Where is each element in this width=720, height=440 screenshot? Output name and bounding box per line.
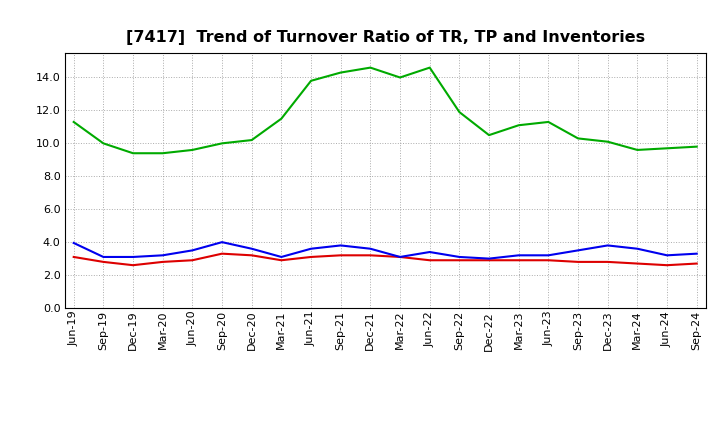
Trade Receivables	[69, 254, 78, 260]
Trade Payables	[455, 254, 464, 260]
Trade Payables	[693, 251, 701, 257]
Trade Receivables	[426, 257, 434, 263]
Inventories	[426, 65, 434, 70]
Trade Payables	[396, 254, 405, 260]
Inventories	[69, 119, 78, 125]
Trade Payables	[336, 243, 345, 248]
Trade Payables	[217, 239, 226, 245]
Trade Receivables	[396, 254, 405, 260]
Trade Payables	[366, 246, 374, 251]
Trade Payables	[633, 246, 642, 251]
Trade Receivables	[603, 259, 612, 264]
Trade Receivables	[248, 253, 256, 258]
Trade Payables	[99, 254, 108, 260]
Trade Receivables	[129, 263, 138, 268]
Trade Payables	[188, 248, 197, 253]
Trade Receivables	[158, 259, 167, 264]
Trade Receivables	[662, 263, 671, 268]
Inventories	[99, 141, 108, 146]
Inventories	[544, 119, 553, 125]
Trade Payables	[574, 248, 582, 253]
Trade Payables	[426, 249, 434, 255]
Trade Receivables	[307, 254, 315, 260]
Inventories	[158, 150, 167, 156]
Inventories	[603, 139, 612, 144]
Trade Receivables	[99, 259, 108, 264]
Trade Receivables	[514, 257, 523, 263]
Inventories	[662, 146, 671, 151]
Trade Payables	[603, 243, 612, 248]
Trade Payables	[544, 253, 553, 258]
Inventories	[514, 123, 523, 128]
Trade Payables	[662, 253, 671, 258]
Inventories	[217, 141, 226, 146]
Inventories	[366, 65, 374, 70]
Trade Payables	[514, 253, 523, 258]
Trade Payables	[69, 240, 78, 246]
Title: [7417]  Trend of Turnover Ratio of TR, TP and Inventories: [7417] Trend of Turnover Ratio of TR, TP…	[125, 29, 645, 45]
Trade Receivables	[574, 259, 582, 264]
Trade Receivables	[633, 261, 642, 266]
Inventories	[336, 70, 345, 75]
Inventories	[277, 116, 286, 121]
Trade Payables	[277, 254, 286, 260]
Trade Receivables	[693, 261, 701, 266]
Trade Receivables	[544, 257, 553, 263]
Inventories	[396, 75, 405, 80]
Line: Trade Payables: Trade Payables	[73, 242, 697, 259]
Trade Receivables	[188, 257, 197, 263]
Trade Payables	[485, 256, 493, 261]
Trade Receivables	[277, 257, 286, 263]
Trade Payables	[248, 246, 256, 251]
Trade Receivables	[366, 253, 374, 258]
Line: Trade Receivables: Trade Receivables	[73, 254, 697, 265]
Trade Receivables	[455, 257, 464, 263]
Line: Inventories: Inventories	[73, 68, 697, 153]
Inventories	[455, 110, 464, 115]
Inventories	[693, 144, 701, 149]
Trade Payables	[307, 246, 315, 251]
Inventories	[574, 136, 582, 141]
Inventories	[188, 147, 197, 153]
Trade Receivables	[217, 251, 226, 257]
Trade Payables	[129, 254, 138, 260]
Inventories	[129, 150, 138, 156]
Trade Receivables	[336, 253, 345, 258]
Inventories	[248, 137, 256, 143]
Trade Receivables	[485, 257, 493, 263]
Trade Payables	[158, 253, 167, 258]
Inventories	[633, 147, 642, 153]
Inventories	[485, 132, 493, 138]
Inventories	[307, 78, 315, 84]
